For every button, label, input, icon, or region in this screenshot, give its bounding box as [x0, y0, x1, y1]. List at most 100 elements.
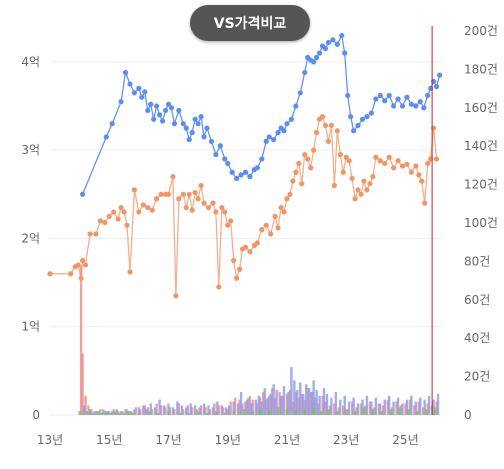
- price-point: [165, 101, 172, 107]
- volume-bar: [350, 401, 354, 415]
- volume-bar: [82, 405, 86, 415]
- volume-bar: [251, 399, 255, 415]
- price-point: [195, 121, 201, 127]
- price-point: [288, 116, 295, 122]
- axis-labels: 0 1억 2억 3억 4억 0 20건 40건 60건 80건 100건 120건 140건 160건 18…: [21, 24, 498, 447]
- volume-bar: [353, 411, 357, 415]
- price-point: [186, 191, 192, 197]
- x-tick-label: 13년: [37, 433, 63, 447]
- volume-bar: [250, 403, 253, 415]
- volume-bar: [279, 395, 283, 415]
- volume-bar: [242, 409, 246, 415]
- price-point: [225, 160, 231, 167]
- volume-bar: [379, 403, 382, 415]
- volume-bar: [229, 401, 232, 415]
- price-point: [97, 218, 103, 224]
- price-point: [189, 129, 195, 136]
- price-point: [198, 182, 204, 189]
- volume-bar: [145, 409, 148, 415]
- price-point: [351, 128, 357, 134]
- volume-bar: [334, 391, 338, 415]
- volume-bar: [417, 401, 420, 415]
- volume-bar: [239, 391, 243, 415]
- price-point: [404, 161, 410, 167]
- price-point: [421, 105, 427, 111]
- price-point: [419, 178, 425, 184]
- price-point: [234, 175, 240, 182]
- y-left-tick-label: 0: [32, 408, 40, 422]
- price-point: [118, 99, 124, 105]
- price-point: [103, 134, 109, 140]
- volume-bar: [167, 411, 170, 415]
- price-point: [247, 249, 253, 255]
- y-right-tick-label: 80건: [464, 254, 490, 268]
- price-point: [337, 151, 343, 158]
- volume-bar: [365, 395, 369, 415]
- volume-bar: [373, 407, 376, 415]
- volume-bar: [248, 395, 252, 415]
- price-point: [79, 257, 86, 264]
- price-point: [386, 92, 392, 99]
- price-point: [342, 50, 348, 56]
- price-point: [131, 90, 138, 96]
- volume-bar: [232, 401, 235, 415]
- price-point: [222, 209, 228, 215]
- volume-bar: [435, 401, 438, 415]
- price-point: [148, 101, 154, 107]
- volume-bar: [133, 409, 136, 415]
- price-point: [343, 154, 349, 160]
- volume-bar: [79, 265, 83, 415]
- volume-bar: [127, 411, 130, 415]
- price-point: [417, 99, 423, 105]
- volume-bar: [290, 367, 293, 415]
- volume-bar: [377, 403, 380, 415]
- volume-bar: [300, 393, 303, 415]
- volume-bar: [137, 407, 141, 415]
- volume-bar: [116, 411, 120, 415]
- price-point: [183, 204, 189, 211]
- price-point: [149, 207, 155, 213]
- volume-bar: [296, 390, 299, 415]
- volume-bar: [285, 409, 289, 415]
- volume-bar: [205, 413, 209, 415]
- price-point: [377, 158, 383, 164]
- volume-bar: [309, 391, 312, 415]
- y-left-tick-label: 1억: [21, 320, 40, 334]
- price-point: [373, 154, 379, 160]
- price-point: [118, 204, 124, 211]
- volume-bar: [125, 409, 129, 415]
- volume-bar: [310, 391, 314, 415]
- price-point: [140, 202, 146, 208]
- vs-price-compare-button[interactable]: VS가격비교: [190, 5, 310, 41]
- price-point: [334, 128, 340, 134]
- volume-bar: [267, 411, 271, 415]
- volume-bar: [118, 413, 121, 415]
- volume-bar: [396, 397, 400, 415]
- volume-bar: [424, 409, 428, 415]
- volume-bar: [337, 407, 341, 415]
- volume-bar: [387, 395, 391, 415]
- price-point: [413, 163, 419, 169]
- volume-bar: [419, 397, 422, 415]
- price-point: [131, 187, 138, 193]
- volume-bar: [105, 411, 108, 415]
- price-point: [121, 209, 127, 215]
- price-point: [416, 172, 422, 178]
- volume-bar: [390, 407, 394, 415]
- volume-bar: [173, 409, 176, 415]
- volume-bar: [146, 407, 149, 415]
- volume-bar: [432, 399, 435, 415]
- volume-bar: [113, 411, 117, 415]
- volume-bar: [254, 399, 258, 415]
- volume-bar: [179, 413, 182, 415]
- price-point: [229, 169, 235, 175]
- price-point: [382, 98, 388, 104]
- volume-bar: [324, 401, 327, 415]
- price-point: [404, 94, 410, 100]
- volume-bar: [265, 399, 268, 415]
- x-tick-label: 23년: [333, 433, 359, 447]
- price-point: [297, 90, 303, 96]
- price-point: [373, 96, 379, 102]
- volume-bar: [85, 411, 89, 415]
